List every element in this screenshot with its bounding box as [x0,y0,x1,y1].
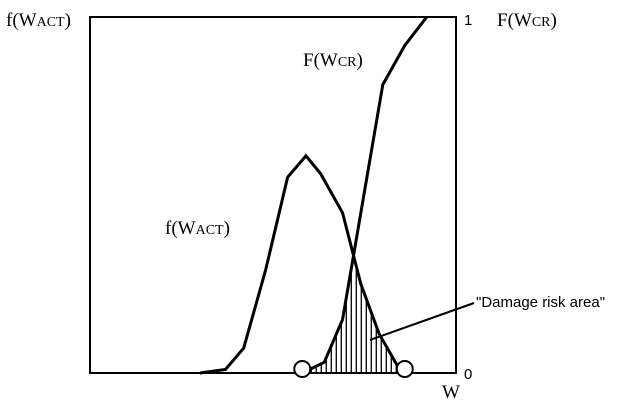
x-axis-label: W [442,382,460,403]
right-axis-tick-1: 1 [464,12,472,29]
plot-frame [89,16,457,374]
marker-left [293,360,312,378]
marker-right [395,360,414,378]
right-axis-label: F(WCR) [497,10,557,31]
series-label-f-wcr: F(WCR) [303,50,363,71]
annotation-damage-risk-area: "Damage risk area" [476,294,605,311]
series-line-f-wcr [301,16,428,375]
left-axis-label: f(WACT) [6,10,71,31]
series-label-f-wact: f(WACT) [165,218,230,239]
series-line-f-wact [199,153,406,375]
right-axis-tick-0: 0 [464,366,472,383]
marker-group [293,360,414,378]
annotation-leader-line [369,302,475,341]
series-group [199,16,428,375]
